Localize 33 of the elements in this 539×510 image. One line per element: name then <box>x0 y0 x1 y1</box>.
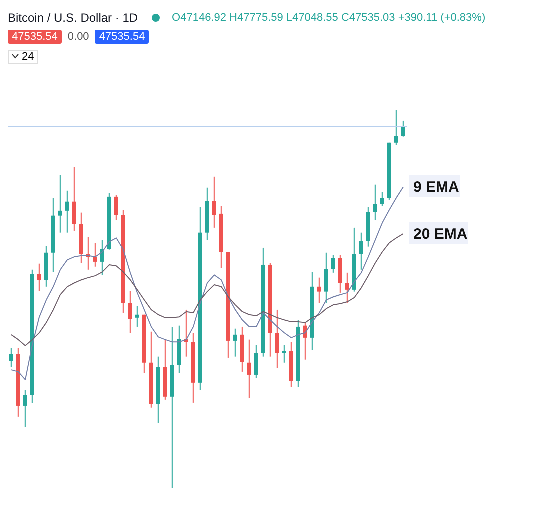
candlestick <box>317 277 322 304</box>
candlestick <box>373 184 378 220</box>
candlestick <box>212 176 216 228</box>
candlestick <box>282 344 286 364</box>
text: 0.00 <box>68 31 90 43</box>
candlestick <box>9 348 14 368</box>
candlestick <box>72 166 76 232</box>
text: 47535.54 <box>8 30 62 44</box>
candlestick <box>93 242 98 268</box>
series-label: 20 EMA <box>414 226 468 243</box>
candlestick <box>394 110 398 146</box>
candlestick <box>380 192 384 207</box>
candlestick <box>37 263 42 292</box>
candlestick <box>275 309 280 369</box>
candlestick <box>114 194 118 220</box>
series-label: 9 EMA <box>414 179 460 196</box>
candlestick <box>135 306 140 328</box>
candlestick <box>233 328 238 358</box>
text: 47535.54 <box>95 30 150 44</box>
candlestick <box>23 390 28 428</box>
candlestick <box>345 272 350 304</box>
text: 24 <box>22 50 34 62</box>
chart-subtitle: O47146.92 H47775.59 L47048.55 C47535.03 +390.11 (+0.83%) <box>172 12 486 24</box>
candlestick <box>401 120 406 138</box>
candlestick <box>331 254 336 274</box>
candlestick <box>128 290 132 334</box>
candlestick <box>247 339 252 399</box>
candlestick <box>254 344 258 378</box>
candlestick <box>359 232 364 270</box>
candlestick <box>324 252 328 304</box>
candlestick <box>65 190 70 234</box>
chart-title: Bitcoin / U.S. Dollar · 1D <box>8 11 138 25</box>
candlestick <box>58 174 62 234</box>
